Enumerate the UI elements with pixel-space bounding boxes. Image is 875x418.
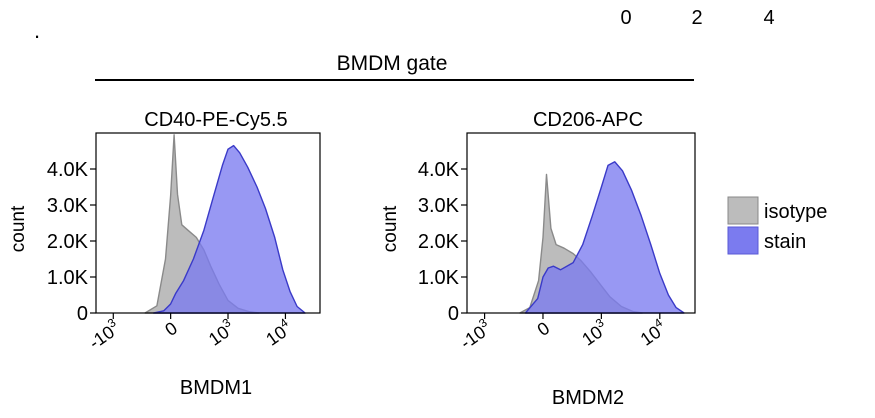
top-dot: .	[34, 18, 40, 43]
x-axis-label: BMDM1	[180, 377, 252, 399]
plot-area: 01.0K2.0K3.0K4.0K-103 0 103 104	[47, 132, 321, 353]
y-tick-label: 2.0K	[418, 231, 460, 253]
histogram-panel-cd206: CD206-APC count BMDM2 0 1.0K 2.0K 3.0K 4.0K -…	[380, 109, 696, 409]
y-tick-label: 3.0K	[47, 195, 89, 217]
y-tick-label: 1.0K	[47, 267, 89, 289]
y-tick-label: 0	[77, 303, 88, 325]
x-axis-label: BMDM2	[552, 387, 624, 409]
legend-swatch-isotype	[727, 196, 759, 225]
x-tick-label: -103	[84, 315, 124, 353]
y-axis-label: count	[8, 205, 29, 252]
x-tick-label: 0	[161, 318, 181, 340]
x-tick-label: -103	[455, 315, 495, 353]
histogram-stain	[152, 144, 306, 314]
top-number-2: 4	[763, 7, 774, 29]
x-tick-label: 103	[203, 315, 238, 349]
y-tick-label: 2.0K	[47, 231, 89, 253]
legend-swatch-stain	[727, 226, 759, 255]
panel-title: CD40-PE-Cy5.5	[144, 109, 287, 131]
top-number-1: 2	[691, 7, 702, 29]
top-number-0: 0	[620, 7, 631, 29]
plot-frame	[466, 132, 696, 314]
plot-area: 01.0K2.0K3.0K4.0K-103 0 103 104	[418, 132, 696, 353]
gate-label: BMDM gate	[337, 52, 448, 75]
y-tick-label: 4.0K	[47, 159, 89, 181]
y-tick-label: 1.0K	[418, 267, 460, 289]
legend: isotype stain	[727, 196, 827, 255]
panel-title: CD206-APC	[533, 109, 643, 131]
y-axis-label: count	[380, 205, 401, 252]
legend-label-isotype: isotype	[764, 201, 827, 223]
y-tick-label: 4.0K	[418, 159, 460, 181]
x-tick-label: 0	[534, 318, 554, 340]
plot-frame	[95, 132, 321, 314]
histogram-stain	[524, 161, 685, 314]
y-tick-label: 3.0K	[418, 195, 460, 217]
x-tick-label: 103	[577, 315, 612, 349]
histogram-panel-cd40: CD40-PE-Cy5.5 count BMDM1 0 1.0K 2.0K 3.0K 4…	[8, 109, 321, 399]
legend-label-stain: stain	[764, 231, 806, 253]
x-tick-label: 104	[261, 315, 296, 349]
x-tick-label: 104	[635, 315, 670, 349]
y-tick-label: 0	[448, 303, 459, 325]
